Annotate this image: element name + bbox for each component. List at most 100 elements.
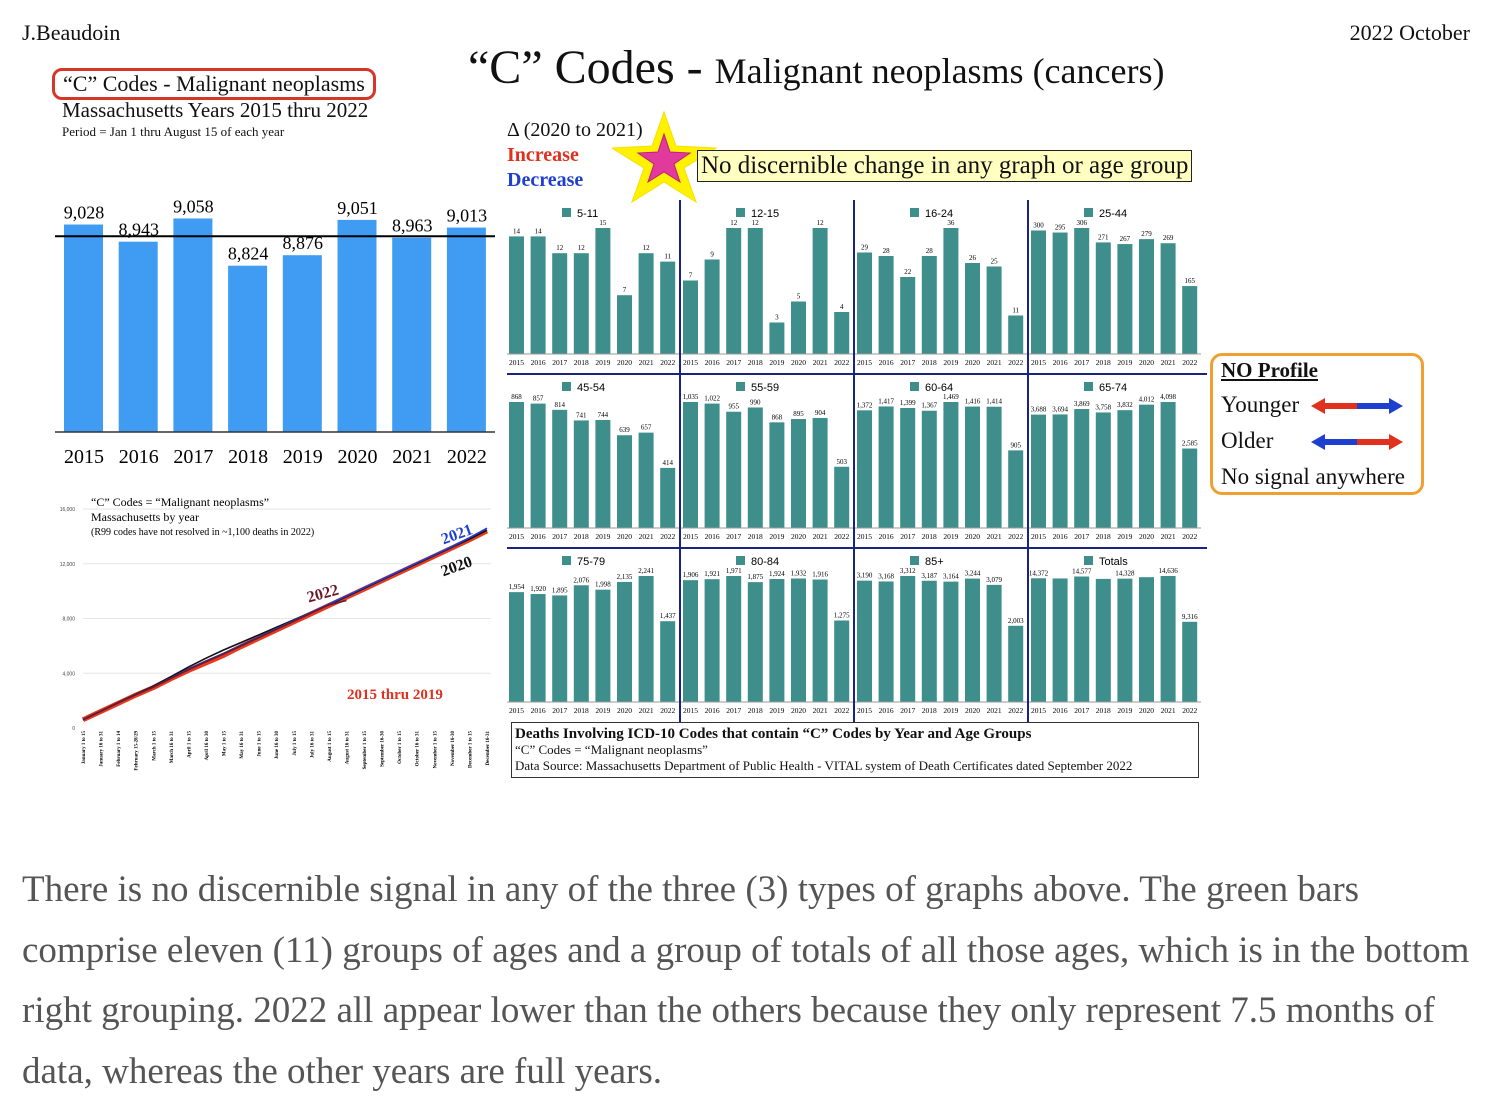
- legend-label: 60-64: [925, 382, 953, 394]
- bar-2020: [791, 301, 806, 354]
- legend-swatch: [562, 556, 571, 565]
- bar-2022: [660, 621, 676, 702]
- bar-label: 14,328: [1115, 570, 1135, 578]
- bar-label: 657: [641, 424, 652, 432]
- x-tick: April 1 to 15: [187, 731, 192, 758]
- year-tick: 2019: [769, 358, 784, 367]
- delta-legend: Δ (2020 to 2021) Increase Decrease: [507, 118, 643, 193]
- legend-swatch: [562, 382, 571, 391]
- year-tick: 2020: [617, 358, 632, 367]
- y-tick: 16,000: [60, 507, 76, 513]
- year-tick: 2021: [1161, 358, 1176, 367]
- bar-label: 4,098: [1160, 393, 1176, 401]
- bar-2019: [595, 228, 611, 354]
- bar-label: 1,372: [857, 401, 873, 409]
- x-tick: April 16 to 30: [205, 731, 210, 761]
- bar-2019: [769, 579, 785, 702]
- year-tick: 2018: [1096, 532, 1111, 541]
- bar-label: 3,244: [965, 570, 981, 578]
- year-tick: 2015: [509, 358, 524, 367]
- bar-2019: [282, 255, 322, 432]
- bar-2018: [921, 410, 937, 528]
- legend-swatch: [910, 382, 919, 391]
- x-tick: March 16 to 31: [170, 731, 175, 764]
- bar-label: 639: [619, 426, 630, 434]
- bar-label: 741: [576, 411, 587, 419]
- age-panel-55-59: 55-59 1,035 2015 1,022 2016 955 2017 990 2018 868…: [681, 382, 853, 541]
- x-tick: August 16 to 31: [345, 731, 350, 765]
- caption-title: Deaths Involving ICD-10 Codes that conta…: [515, 726, 1032, 742]
- bar-2021: [392, 237, 432, 432]
- bar-2018: [747, 407, 763, 528]
- panel-divider: [853, 200, 855, 722]
- bar-2020: [965, 263, 980, 354]
- bar-2021: [812, 228, 828, 354]
- bar-label: 3,164: [943, 573, 959, 581]
- year-tick: 2017: [726, 358, 741, 367]
- year-tick: 2015: [857, 706, 872, 715]
- arrow-red-to-blue-icon: [1311, 398, 1403, 414]
- line-chart-note: (R99 codes have not resolved in ~1,100 d…: [91, 527, 314, 538]
- bar-2022: [1182, 621, 1198, 702]
- yearly-bar-chart: 9,028 2015 8,943 2016 9,058 2017 8,824 2018 8,87…: [55, 196, 495, 468]
- bar-label: 12: [752, 219, 760, 227]
- bar-2016: [118, 241, 158, 432]
- bar-label: 14,636: [1158, 567, 1178, 575]
- bar-label: 9,028: [64, 203, 105, 223]
- left-chart-title: “C” Codes - Malignant neoplasms: [52, 68, 376, 100]
- bar-2022: [834, 312, 850, 354]
- year-tick: 2022: [834, 358, 849, 367]
- bar-label: 12: [730, 219, 738, 227]
- decrease-label: Decrease: [507, 169, 584, 191]
- bar-2017: [900, 408, 916, 528]
- bar-2017: [900, 576, 916, 702]
- bar-2020: [617, 295, 632, 354]
- year-tick: 2018: [1096, 706, 1111, 715]
- year-tick: 2022: [1008, 706, 1023, 715]
- bar-2020: [1139, 239, 1154, 354]
- age-panel-25-44: 25-44 300 2015 295 2016 306 2017 271 2018 267 2019…: [1029, 208, 1201, 367]
- younger-label: Younger: [1221, 392, 1300, 417]
- legend-label: Totals: [1099, 556, 1128, 568]
- bar-label: 267: [1120, 235, 1131, 243]
- bar-label: 3,168: [878, 572, 894, 580]
- bar-label: 9,316: [1182, 613, 1198, 621]
- legend-label: 85+: [925, 556, 944, 568]
- bar-2015: [1031, 414, 1046, 528]
- year-tick: 2018: [748, 532, 763, 541]
- year-tick: 2021: [813, 358, 828, 367]
- year-tick: 2016: [1053, 358, 1068, 367]
- x-tick: March 1 to 15: [152, 731, 157, 761]
- bar-2017: [552, 409, 568, 528]
- y-tick: 4,000: [62, 671, 75, 677]
- year-tick: 2018: [748, 358, 763, 367]
- year-tick: 2015: [683, 532, 698, 541]
- year-tick: 2017: [1074, 706, 1089, 715]
- age-panel-Totals: Totals 14,372 2015 2016 14,577 2017 2018 14,328…: [1029, 556, 1201, 715]
- x-tick: November 16-30: [451, 731, 456, 767]
- x-tick: July 1 to 15: [293, 731, 298, 756]
- bar-2019: [1117, 244, 1133, 354]
- bar-2021: [812, 579, 828, 702]
- bar-2017: [552, 253, 568, 354]
- annotation-2020: 2020: [439, 553, 475, 580]
- bar-2017: [1074, 576, 1090, 702]
- legend-label: 55-59: [751, 382, 779, 394]
- year-tick: 2015: [1031, 358, 1046, 367]
- age-group-grid: 5-11 14 2015 14 2016 12 2017 12 2018 15 2019 7 2020 1…: [507, 200, 1207, 722]
- year-tick: 2020: [338, 446, 378, 468]
- bar-2017: [726, 228, 742, 354]
- bar-2019: [1117, 410, 1133, 528]
- year-tick: 2015: [1031, 706, 1046, 715]
- year-tick: 2019: [943, 706, 958, 715]
- x-tick: May 16 to 31: [240, 731, 245, 759]
- bar-2017: [726, 576, 742, 702]
- bar-2018: [921, 256, 937, 354]
- bar-label: 14,372: [1029, 569, 1049, 577]
- bar-label: 36: [947, 219, 955, 227]
- bar-label: 1,921: [704, 570, 720, 578]
- year-tick: 2015: [683, 358, 698, 367]
- delta-label: Δ (2020 to 2021): [507, 119, 643, 141]
- bar-2021: [638, 576, 654, 702]
- age-panel-75-79: 75-79 1,954 2015 1,920 2016 1,895 2017 2,076 201…: [507, 556, 679, 715]
